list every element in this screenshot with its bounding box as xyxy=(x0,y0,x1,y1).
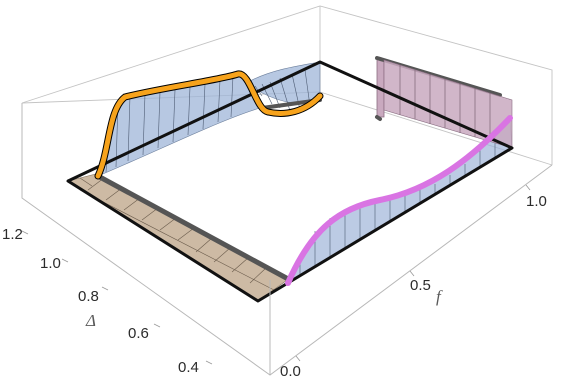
delta-tick-2: 1.0 xyxy=(40,255,61,272)
tan-sheet-front xyxy=(67,173,291,302)
f-axis-label: f xyxy=(436,287,443,306)
f-tick-0: 0.0 xyxy=(280,363,301,379)
delta-axis-label: Δ xyxy=(85,311,96,330)
delta-tick-labels: 1.2 1.0 0.8 0.6 0.4 xyxy=(2,226,199,376)
delta-tick-4: 0.6 xyxy=(128,325,149,342)
back-dark-edge xyxy=(375,115,382,121)
magenta-curve xyxy=(285,115,513,286)
f-tick-1: 0.5 xyxy=(410,277,431,294)
f-axis-ticks xyxy=(295,184,531,362)
delta-tick-5: 0.4 xyxy=(178,359,199,376)
blue-sheet-right xyxy=(287,117,513,284)
f-tick-labels: 0.0 0.5 1.0 xyxy=(280,193,547,379)
floor-frame xyxy=(66,60,514,303)
orange-curve-fill xyxy=(95,71,323,179)
mauve-sheet-right-grid xyxy=(399,65,491,142)
bounding-box-front xyxy=(21,103,553,376)
tan-sheet-front-grid xyxy=(79,177,275,291)
front-dark-edge xyxy=(95,173,293,283)
delta-tick-1: 1.2 xyxy=(2,226,23,243)
delta-axis-ticks xyxy=(21,230,213,365)
f-tick-2: 1.0 xyxy=(526,193,547,210)
delta-tick-3: 0.8 xyxy=(78,288,99,305)
